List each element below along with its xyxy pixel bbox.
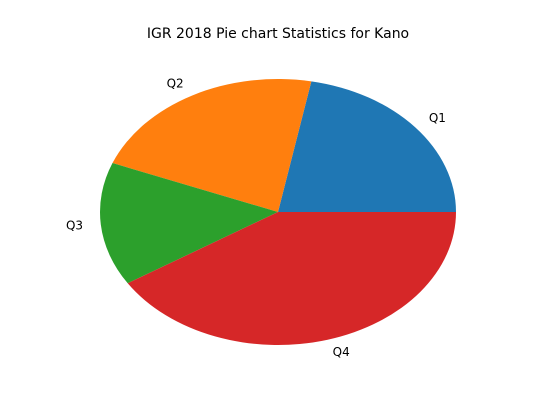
pie-slice-q2	[112, 79, 312, 213]
pie-slice-q3	[100, 163, 278, 284]
pie-slice-labels: Q1 Q2 Q3 Q4	[66, 76, 446, 359]
pie-slice-label-q1: Q1	[429, 111, 446, 125]
pie-slice-label-q3: Q3	[66, 218, 83, 232]
pie-slice-q1	[278, 81, 456, 212]
pie-slices	[100, 79, 457, 345]
pie-slice-q4	[127, 212, 457, 345]
pie-slice-label-q2: Q2	[167, 76, 184, 90]
chart-title: IGR 2018 Pie chart Statistics for Kano	[147, 26, 409, 42]
pie-slice-label-q4: Q4	[333, 345, 350, 359]
